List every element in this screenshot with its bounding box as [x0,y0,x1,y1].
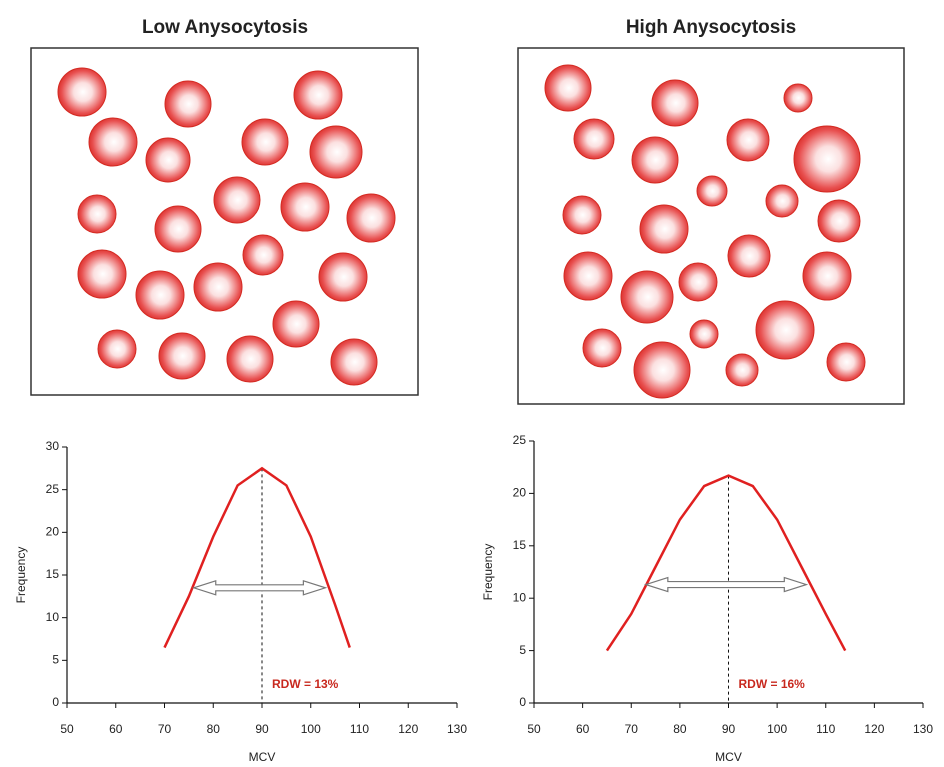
y-tick-label: 0 [519,695,526,709]
x-tick-label: 90 [255,722,269,736]
y-tick-label: 15 [46,567,60,581]
cell [164,80,212,128]
x-axis-label: MCV [249,750,276,764]
x-tick-label: 90 [722,722,736,736]
cell [158,332,206,380]
cell [242,234,284,276]
cell [631,136,679,184]
x-tick-label: 50 [60,722,74,736]
rdw-arrow [643,576,809,593]
rdw-annotation: RDW = 16% [739,677,806,691]
cell [226,335,274,383]
y-axis-label: Frequency [481,544,495,601]
cells-high [544,64,866,399]
cell [696,175,728,207]
x-tick-label: 110 [350,722,369,736]
cells-low [57,67,396,386]
cell [562,195,602,235]
x-tick-label: 130 [447,722,467,736]
cell [793,125,861,193]
cell [193,262,243,312]
cell [633,341,691,399]
y-tick-label: 20 [46,525,60,539]
y-tick-label: 20 [513,486,527,500]
cell [241,118,289,166]
cell [213,176,261,224]
cell [817,199,861,243]
cell [135,270,185,320]
y-tick-label: 30 [46,439,60,453]
y-tick-label: 15 [513,538,527,552]
panel-title: Low Anysocytosis [142,17,308,38]
cell [826,342,866,382]
cell [563,251,613,301]
cell [346,193,396,243]
y-tick-label: 10 [513,590,527,604]
cell [802,251,852,301]
cell [765,184,799,218]
y-tick-label: 5 [52,653,59,667]
x-tick-label: 70 [158,722,172,736]
y-tick-label: 0 [52,695,59,709]
x-tick-label: 110 [816,722,835,736]
x-tick-label: 60 [109,722,123,736]
cell [727,234,771,278]
rdw-annotation: RDW = 13% [272,677,339,691]
x-tick-label: 100 [767,722,787,736]
cell [651,79,699,127]
x-tick-label: 120 [864,722,884,736]
panel-title: High Anysocytosis [626,17,796,38]
x-axis-label: MCV [715,750,742,764]
cell [97,329,137,369]
cell [726,118,770,162]
cell [57,67,107,117]
cell [272,300,320,348]
data-line [605,474,847,652]
x-tick-label: 80 [207,722,221,736]
y-tick-label: 25 [46,482,60,496]
x-tick-label: 70 [625,722,639,736]
y-tick-label: 25 [513,433,527,447]
cell [620,270,674,324]
cell [145,137,191,183]
x-tick-label: 100 [301,722,321,736]
y-tick-label: 10 [46,610,60,624]
cell [88,117,138,167]
x-tick-label: 50 [527,722,541,736]
cell [330,338,378,386]
cell [639,204,689,254]
cell [582,328,622,368]
cell [309,125,363,179]
data-line [163,466,351,649]
rdw-arrow [191,579,328,596]
x-tick-label: 80 [673,722,687,736]
x-tick-label: 120 [398,722,418,736]
cell [783,83,813,113]
cell [755,300,815,360]
x-tick-label: 60 [576,722,590,736]
y-tick-label: 5 [519,643,526,657]
x-tick-label: 130 [913,722,933,736]
cell [544,64,592,112]
cell [77,249,127,299]
cell [318,252,368,302]
cell [77,194,117,234]
cell [573,118,615,160]
cell [293,70,343,120]
cell [678,262,718,302]
cell [154,205,202,253]
cell [689,319,719,349]
y-axis-label: Frequency [14,547,28,604]
cell [725,353,759,387]
cell [280,182,330,232]
